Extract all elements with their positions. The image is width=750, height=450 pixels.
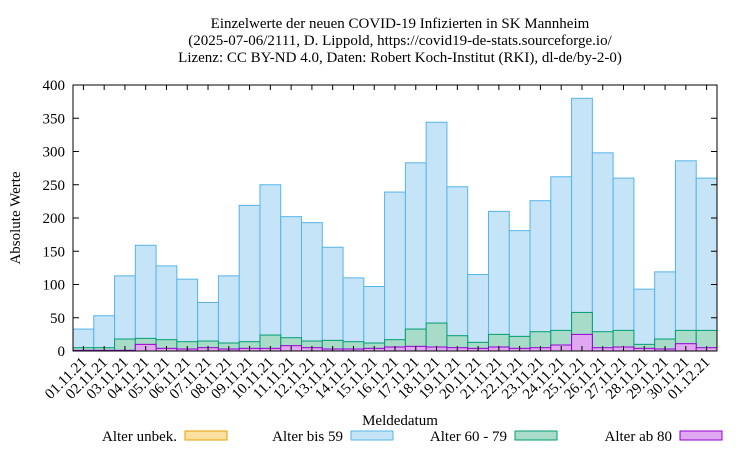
bar (238, 204, 261, 352)
chart-subtitle: Lizenz: CC BY-ND 4.0, Daten: Robert Koch… (178, 50, 622, 66)
bar (321, 246, 344, 352)
y-tick-label: 50 (50, 311, 65, 327)
legend-label: Alter ab 80 (605, 429, 672, 445)
y-tick-label: 350 (43, 111, 66, 127)
bar (487, 210, 510, 352)
bar (612, 177, 635, 352)
legend-swatch (350, 430, 394, 441)
legend-label: Alter unbek. (102, 429, 177, 445)
bar (176, 278, 199, 352)
bar (550, 176, 573, 352)
bar (259, 184, 282, 352)
bar (633, 288, 656, 352)
bar (363, 285, 386, 352)
y-axis-label: Absolute Werte (8, 171, 24, 264)
chart-title: Einzelwerte der neuen COVID-19 Infiziert… (211, 16, 590, 32)
bar (280, 216, 303, 352)
x-axis-label: Meldedatum (362, 413, 438, 429)
y-tick-label: 300 (43, 145, 66, 161)
bar (404, 162, 427, 352)
bar (695, 177, 718, 352)
y-tick-label: 200 (43, 211, 66, 227)
bar (508, 230, 531, 352)
y-tick-label: 400 (43, 78, 66, 94)
bar (529, 200, 552, 352)
legend-label: Alter bis 59 (272, 429, 343, 445)
bar (155, 265, 178, 352)
legend-swatch (679, 430, 723, 441)
y-tick-label: 0 (58, 344, 66, 360)
legend-swatch (514, 430, 558, 441)
bar (342, 277, 365, 352)
legend-swatch (184, 430, 228, 441)
bar (217, 275, 240, 352)
bar (467, 274, 489, 352)
y-tick-label: 250 (43, 178, 66, 194)
chart-subtitle: (2025-07-06/2111, D. Lippold, https://co… (188, 33, 612, 49)
bar (134, 244, 157, 352)
y-tick-label: 100 (43, 278, 66, 294)
y-tick-label: 150 (43, 244, 66, 260)
bar (301, 222, 323, 352)
bar (446, 186, 469, 352)
bar (674, 160, 697, 352)
bar (384, 191, 406, 352)
legend-label: Alter 60 - 79 (430, 429, 507, 445)
bar (93, 315, 116, 352)
bar (425, 121, 448, 352)
bar (591, 152, 614, 352)
